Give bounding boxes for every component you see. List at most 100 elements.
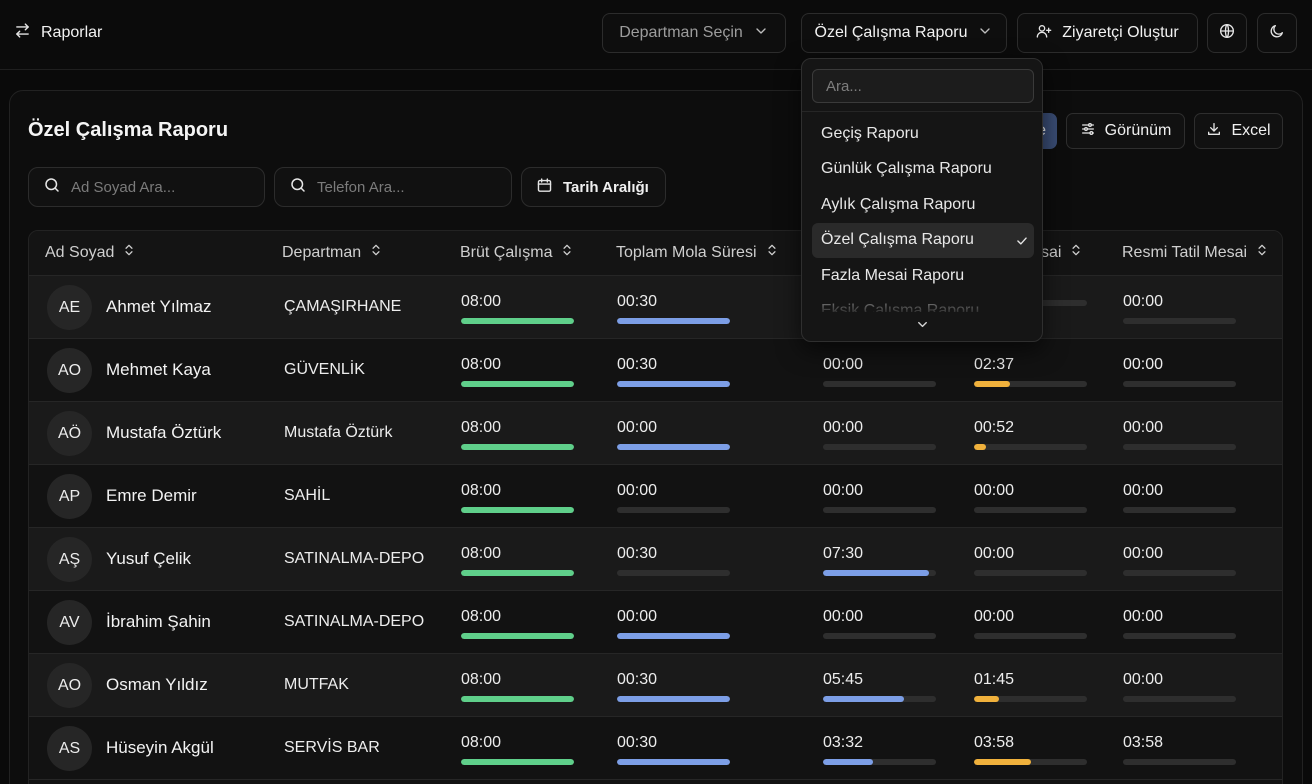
report-option[interactable]: Geçiş Raporu	[812, 116, 1034, 152]
overtime-progress-bar	[974, 507, 1087, 513]
employee-department: SATINALMA-DEPO	[284, 613, 425, 630]
total-break-progress-bar	[617, 570, 730, 576]
report-option[interactable]: Fazla Mesai Raporu	[812, 258, 1034, 294]
holiday-overtime-progress-bar	[1123, 633, 1236, 639]
create-visitor-label: Ziyaretçi Oluştur	[1062, 24, 1179, 41]
overtime-cell: 02:37	[974, 356, 1087, 387]
avatar: AV	[47, 600, 92, 645]
overtime-progress-fill	[974, 381, 1011, 387]
sort-icon	[1069, 243, 1083, 262]
excel-export-button[interactable]: Excel	[1194, 113, 1283, 149]
phone-search-placeholder: Telefon Ara...	[317, 178, 405, 196]
total-break-cell: 00:30	[617, 545, 730, 576]
excel-button-label: Excel	[1231, 122, 1271, 139]
overtime-value: 01:45	[974, 671, 1015, 688]
column-header-label: Resmi Tatil Mesai	[1122, 243, 1248, 261]
department-select[interactable]: Departman Seçin	[602, 13, 786, 53]
work-time-cell: 05:45	[823, 671, 936, 702]
work-time-value: 03:32	[823, 734, 864, 751]
table-row[interactable]: AÖ Mustafa Öztürk Mustafa Öztürk 08:00 0…	[29, 402, 1282, 465]
column-header-name[interactable]: Ad Soyad	[45, 243, 136, 262]
view-button[interactable]: Görünüm	[1066, 113, 1185, 149]
report-search-input[interactable]	[812, 69, 1034, 103]
total-break-progress-fill	[617, 381, 730, 387]
column-header-total-break[interactable]: Toplam Mola Süresi	[616, 243, 779, 262]
total-break-progress-fill	[617, 759, 730, 765]
total-break-progress-bar	[617, 381, 730, 387]
gross-work-value: 08:00	[461, 734, 502, 751]
total-break-progress-fill	[617, 444, 730, 450]
language-button[interactable]	[1207, 13, 1247, 53]
column-header-overtime[interactable]: sai	[1041, 243, 1083, 262]
report-type-label: Özel Çalışma Raporu	[814, 24, 968, 41]
column-header-department[interactable]: Departman	[282, 243, 383, 262]
gross-work-value: 08:00	[461, 419, 502, 436]
sort-icon	[560, 243, 574, 262]
overtime-cell: 00:52	[974, 419, 1087, 450]
report-option-label: Özel Çalışma Raporu	[821, 231, 974, 249]
total-break-cell: 00:00	[617, 419, 730, 450]
gross-work-progress-fill	[461, 759, 574, 765]
holiday-overtime-value: 00:00	[1123, 671, 1164, 688]
table-row[interactable]: AŞ Yusuf Çelik SATINALMA-DEPO 08:00 00:3…	[29, 528, 1282, 591]
gross-work-progress-fill	[461, 381, 574, 387]
overtime-progress-bar	[974, 381, 1087, 387]
work-time-progress-bar	[823, 444, 936, 450]
employee-department: MUTFAK	[284, 676, 349, 693]
sort-icon	[765, 243, 779, 262]
view-button-label: Görünüm	[1104, 122, 1172, 139]
table-row[interactable]: AO Mehmet Kaya GÜVENLİK 08:00 00:30 00:0…	[29, 339, 1282, 402]
gross-work-cell: 08:00	[461, 293, 574, 324]
date-range-button[interactable]: Tarih Aralığı	[521, 167, 666, 207]
table-row[interactable]: AO Osman Yıldız MUTFAK 08:00 00:30 05:45…	[29, 654, 1282, 717]
table-row[interactable]: AS Hüseyin Akgül SERVİS BAR 08:00 00:30 …	[29, 717, 1282, 780]
overtime-progress-bar	[974, 759, 1087, 765]
report-type-select[interactable]: Özel Çalışma Raporu	[801, 13, 1007, 53]
gross-work-progress-fill	[461, 318, 574, 324]
total-break-value: 00:30	[617, 671, 658, 688]
work-time-value: 00:00	[823, 608, 864, 625]
avatar-initials: AV	[59, 613, 80, 631]
column-header-holiday-overtime[interactable]: Resmi Tatil Mesai	[1122, 243, 1269, 262]
theme-toggle-button[interactable]	[1257, 13, 1297, 53]
table-row[interactable]: AE Ahmet Yılmaz ÇAMAŞIRHANE 08:00 00:30 …	[29, 276, 1282, 339]
employee-name: Mustafa Öztürk	[106, 423, 222, 442]
work-time-cell: 00:00	[823, 608, 936, 639]
overtime-value: 00:52	[974, 419, 1015, 436]
work-time-cell: 07:30	[823, 545, 936, 576]
create-visitor-button[interactable]: Ziyaretçi Oluştur	[1017, 13, 1198, 53]
report-option-label: Geçiş Raporu	[821, 124, 919, 142]
name-search-input[interactable]: Ad Soyad Ara...	[28, 167, 265, 207]
chevron-down-icon[interactable]	[915, 317, 930, 332]
report-option[interactable]: Özel Çalışma Raporu	[812, 222, 1034, 258]
overtime-progress-fill	[974, 759, 1031, 765]
total-break-progress-bar	[617, 318, 730, 324]
work-time-value: 00:00	[823, 419, 864, 436]
date-range-label: Tarih Aralığı	[563, 178, 649, 196]
column-header-gross-work[interactable]: Brüt Çalışma	[460, 243, 574, 262]
work-time-cell: 00:00	[823, 482, 936, 513]
report-option[interactable]: Aylık Çalışma Raporu	[812, 187, 1034, 223]
report-options-list[interactable]: Geçiş Raporu Günlük Çalışma Raporu Aylık Ç…	[812, 116, 1034, 312]
total-break-cell: 00:30	[617, 671, 730, 702]
overtime-progress-bar	[974, 696, 1087, 702]
table-row[interactable]: AP Emre Demir SAHİL 08:00 00:00 00:00 00…	[29, 465, 1282, 528]
employee-department: Mustafa Öztürk	[284, 424, 393, 441]
search-icon	[43, 176, 61, 198]
employee-department: GÜVENLİK	[284, 361, 365, 378]
phone-search-input[interactable]: Telefon Ara...	[274, 167, 512, 207]
gross-work-cell: 08:00	[461, 482, 574, 513]
total-break-value: 00:00	[617, 608, 658, 625]
total-break-value: 00:00	[617, 482, 658, 499]
report-option[interactable]: Günlük Çalışma Raporu	[812, 152, 1034, 188]
top-bar: Raporlar Departman Seçin Özel Çalışma Ra…	[0, 0, 1312, 70]
report-table: Ad Soyad Departman Brüt Çalışma Toplam M…	[28, 230, 1283, 784]
overtime-cell: 00:00	[974, 545, 1087, 576]
work-time-progress-bar	[823, 633, 936, 639]
work-time-value: 07:30	[823, 545, 864, 562]
sliders-icon	[1080, 121, 1096, 142]
table-row[interactable]: AV İbrahim Şahin SATINALMA-DEPO 08:00 00…	[29, 591, 1282, 654]
gross-work-value: 08:00	[461, 608, 502, 625]
work-time-progress-bar	[823, 507, 936, 513]
reports-nav[interactable]: Raporlar	[14, 22, 102, 44]
